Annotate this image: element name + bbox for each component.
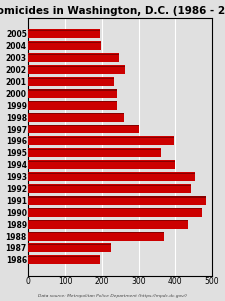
Bar [28, 125, 139, 134]
Bar [28, 244, 111, 253]
Bar [28, 30, 100, 31]
Title: Homicides in Washington, D.C. (1986 - 2005): Homicides in Washington, D.C. (1986 - 20… [0, 5, 225, 16]
Bar [28, 41, 101, 50]
Bar [28, 29, 100, 39]
Bar [28, 244, 111, 245]
Bar [28, 113, 124, 114]
Bar [28, 89, 117, 98]
Bar [28, 255, 99, 264]
Bar [28, 256, 99, 257]
Bar [28, 160, 175, 169]
Bar [28, 161, 175, 162]
Bar [28, 208, 202, 209]
Bar [28, 113, 124, 122]
Bar [28, 54, 119, 55]
Bar [28, 220, 188, 221]
Bar [28, 232, 164, 233]
Bar [28, 137, 174, 138]
Bar [28, 66, 125, 67]
Bar [28, 148, 161, 157]
Bar [28, 101, 117, 110]
Bar [28, 149, 161, 150]
Bar [28, 208, 202, 217]
Bar [28, 65, 125, 74]
Bar [28, 77, 114, 86]
Bar [28, 220, 188, 229]
Bar [28, 78, 114, 79]
Bar [28, 185, 191, 186]
Bar [28, 231, 164, 240]
Bar [28, 53, 119, 62]
Bar [28, 173, 195, 174]
Bar [28, 184, 191, 193]
Bar [28, 89, 117, 91]
Bar [28, 172, 195, 181]
Bar [28, 196, 205, 205]
Bar [28, 136, 174, 145]
Bar [28, 125, 139, 126]
Bar [28, 101, 117, 102]
Bar [28, 42, 101, 43]
Text: Data source: Metropolitan Police Department (https://mpdc.dc.gov/): Data source: Metropolitan Police Departm… [38, 294, 187, 298]
